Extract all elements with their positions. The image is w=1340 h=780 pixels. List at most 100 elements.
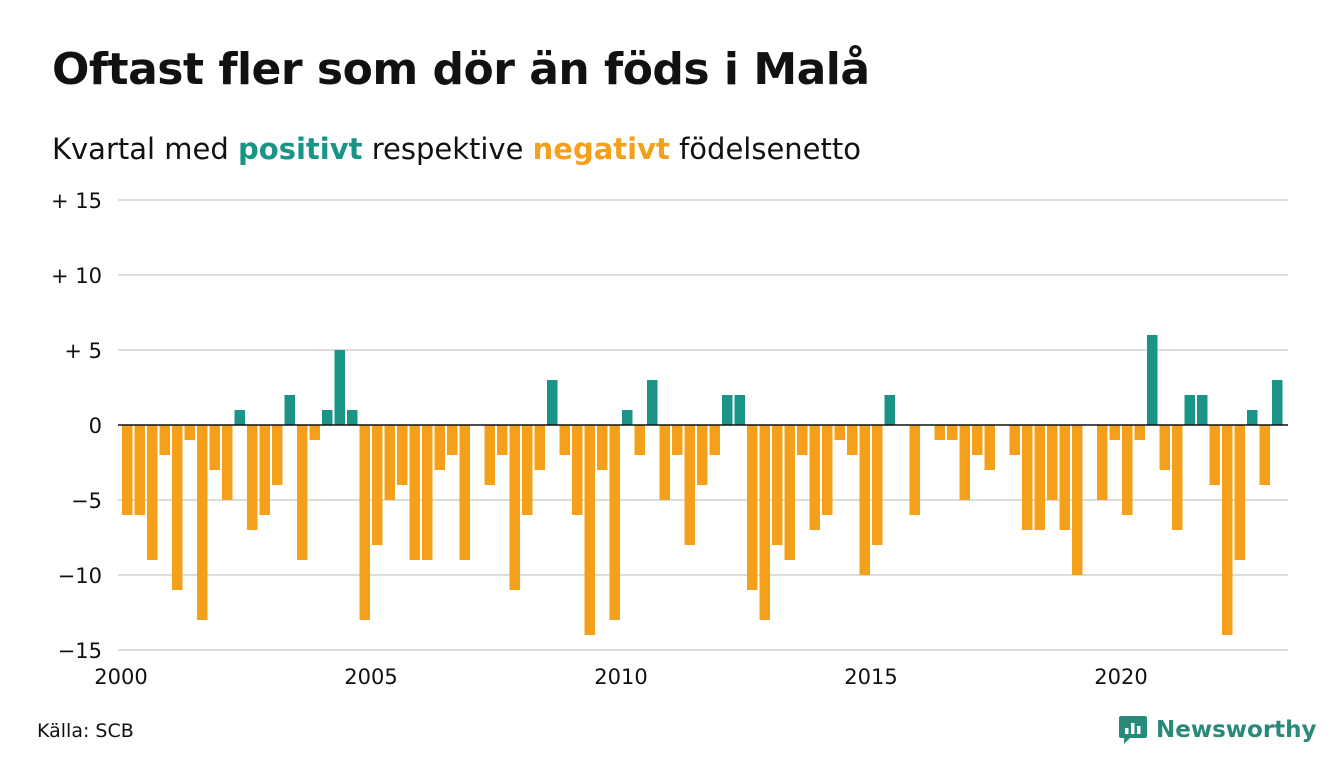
bar-positive (334, 350, 345, 425)
bar-negative (197, 425, 208, 620)
bar-negative (1034, 425, 1045, 530)
bar-positive (1247, 410, 1258, 425)
bar-negative (709, 425, 720, 455)
x-tick-label: 2020 (1094, 665, 1147, 689)
brand-name: Newsworthy (1156, 717, 1317, 743)
bar-negative (1072, 425, 1083, 575)
bar-negative (1209, 425, 1220, 485)
x-axis-ticks: 2000 2005 2010 2015 2020 (94, 665, 1147, 689)
bar-negative (309, 425, 320, 440)
bar-negative (1134, 425, 1145, 440)
bar-negative (409, 425, 420, 560)
bar-positive (234, 410, 245, 425)
bar-negative (509, 425, 520, 590)
bar-negative (947, 425, 958, 440)
bar-negative (759, 425, 770, 620)
bar-negative (697, 425, 708, 485)
y-axis-ticks: + 15 + 10 + 5 0 −5 −10 −15 (51, 189, 102, 663)
x-tick-label: 2000 (94, 665, 147, 689)
bar-positive (622, 410, 633, 425)
bar-negative (484, 425, 495, 485)
bar-negative (522, 425, 533, 515)
source-note: Källa: SCB (37, 720, 134, 742)
newsworthy-logo-icon (1119, 716, 1147, 744)
bar-negative (559, 425, 570, 455)
bar-negative (984, 425, 995, 470)
bars (122, 335, 1283, 635)
bar-negative (209, 425, 220, 470)
x-tick-label: 2010 (594, 665, 647, 689)
bar-negative (572, 425, 583, 515)
bar-negative (797, 425, 808, 455)
subtitle-text-after: födelsenetto (669, 132, 861, 166)
bar-negative (1259, 425, 1270, 485)
bar-positive (284, 395, 295, 425)
bar-negative (147, 425, 158, 560)
bar-negative (359, 425, 370, 620)
bar-negative (834, 425, 845, 440)
bar-negative (434, 425, 445, 470)
bar-negative (747, 425, 758, 590)
bar-negative (1022, 425, 1033, 530)
bar-negative (872, 425, 883, 545)
bar-negative (809, 425, 820, 530)
bar-negative (822, 425, 833, 515)
bar-negative (772, 425, 783, 545)
bar-negative (172, 425, 183, 590)
subtitle-negative-word: negativt (532, 132, 670, 166)
bar-positive (1147, 335, 1158, 425)
bar-negative (159, 425, 170, 455)
bar-negative (372, 425, 383, 545)
newsworthy-brand[interactable]: Newsworthy (1118, 714, 1317, 746)
grid-lines (118, 199, 1288, 651)
x-tick-label: 2005 (344, 665, 397, 689)
bar-positive (884, 395, 895, 425)
bar-negative (134, 425, 145, 515)
bar-negative (497, 425, 508, 455)
bar-negative (247, 425, 258, 530)
y-tick-label: −5 (71, 489, 102, 513)
bar-negative (1159, 425, 1170, 470)
bar-negative (859, 425, 870, 575)
bar-negative (1009, 425, 1020, 455)
bar-negative (222, 425, 233, 500)
bar-negative (972, 425, 983, 455)
bar-negative (959, 425, 970, 500)
bar-negative (1097, 425, 1108, 500)
subtitle-text-before: Kvartal med (52, 132, 239, 166)
bar-positive (1272, 380, 1283, 425)
y-tick-label: + 5 (64, 339, 102, 363)
bar-negative (1234, 425, 1245, 560)
y-tick-label: −10 (58, 564, 102, 588)
x-tick-label: 2015 (844, 665, 897, 689)
bar-negative (1109, 425, 1120, 440)
bar-positive (322, 410, 333, 425)
bar-negative (684, 425, 695, 545)
y-tick-label: + 10 (51, 264, 102, 288)
y-tick-label: 0 (89, 414, 102, 438)
bar-negative (609, 425, 620, 620)
bar-positive (347, 410, 358, 425)
bar-positive (647, 380, 658, 425)
bar-negative (659, 425, 670, 500)
bar-positive (1184, 395, 1195, 425)
bar-positive (722, 395, 733, 425)
bar-negative (184, 425, 195, 440)
bar-negative (909, 425, 920, 515)
bar-negative (459, 425, 470, 560)
bar-negative (597, 425, 608, 470)
subtitle-text-middle: respektive (362, 132, 533, 166)
bar-negative (934, 425, 945, 440)
bar-negative (1172, 425, 1183, 530)
subtitle-positive-word: positivt (238, 132, 363, 166)
bar-negative (422, 425, 433, 560)
bar-negative (1122, 425, 1133, 515)
bar-chart: + 15 + 10 + 5 0 −5 −10 −15 2000 2005 2010 2015 202… (51, 189, 1288, 689)
bar-positive (1197, 395, 1208, 425)
bar-negative (1222, 425, 1233, 635)
bar-negative (122, 425, 133, 515)
bar-negative (272, 425, 283, 485)
bar-negative (1047, 425, 1058, 500)
bar-negative (297, 425, 308, 560)
bar-negative (584, 425, 595, 635)
